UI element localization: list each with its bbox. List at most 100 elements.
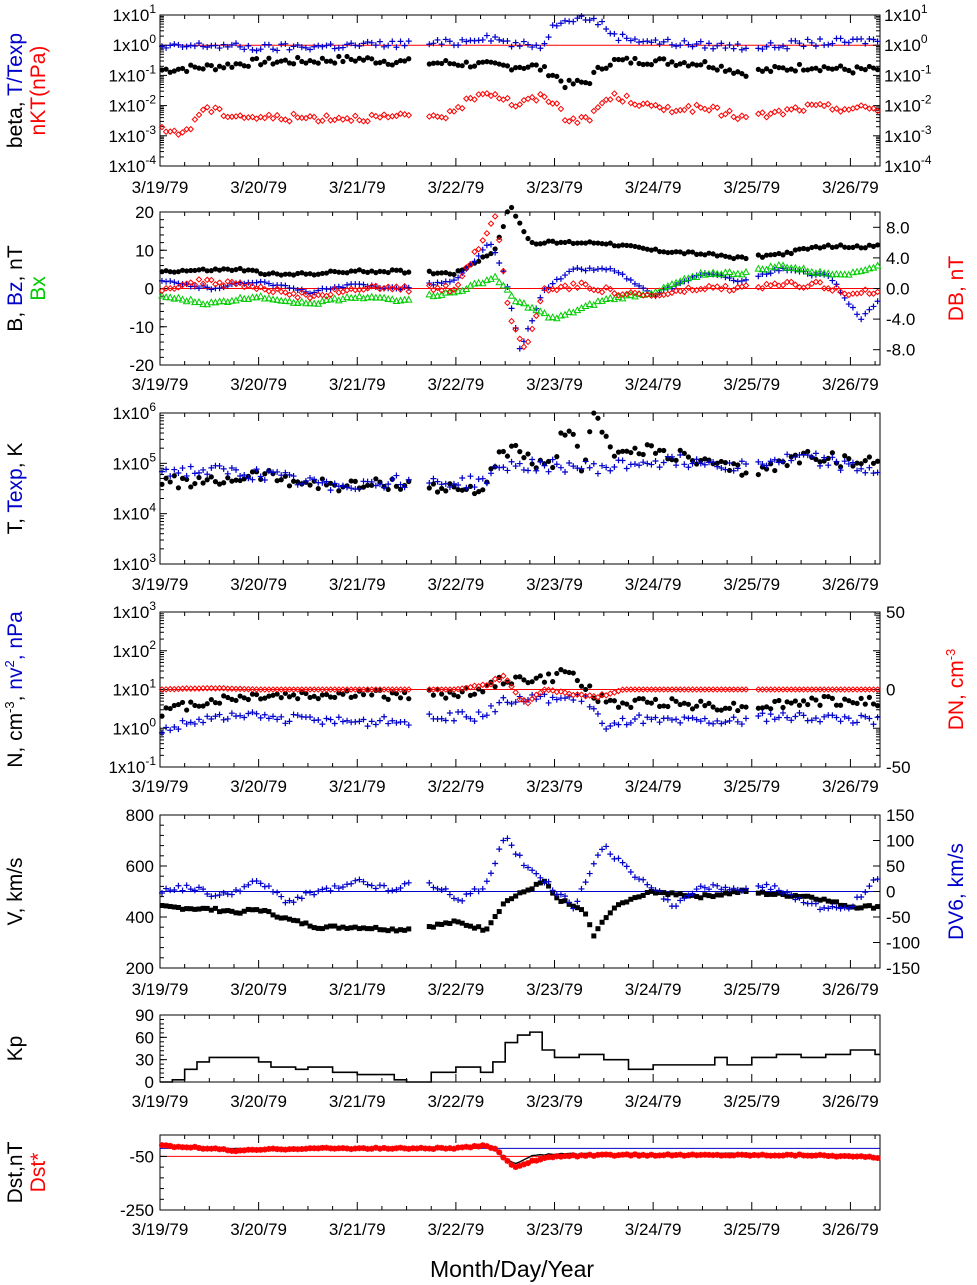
data-point <box>875 904 881 910</box>
data-point <box>471 484 478 491</box>
data-point <box>203 276 211 284</box>
data-point <box>491 272 499 280</box>
y2-tick-label: 1x10-3 <box>884 123 932 146</box>
data-point <box>270 61 276 67</box>
data-point <box>866 63 872 70</box>
data-point <box>299 921 305 927</box>
data-point <box>339 482 346 489</box>
data-point <box>701 461 708 468</box>
data-point <box>278 477 284 483</box>
data-point <box>537 689 544 697</box>
data-point <box>433 291 442 299</box>
data-point <box>434 1144 441 1151</box>
data-point <box>199 106 207 114</box>
data-point <box>179 475 186 481</box>
data-point <box>495 236 503 244</box>
data-point <box>796 702 803 708</box>
data-point <box>200 43 207 50</box>
y2-tick-label: -50 <box>886 908 911 927</box>
panel-kp: 3/19/79 3/20/79 3/21/79 3/22/79 3/23/79 3/24/… <box>4 1006 881 1111</box>
data-point <box>677 1151 684 1158</box>
data-point <box>368 478 375 485</box>
data-point <box>512 326 519 333</box>
data-point <box>611 1152 618 1159</box>
data-point <box>492 463 499 470</box>
data-point <box>747 1152 754 1159</box>
data-point <box>816 267 824 275</box>
data-point <box>714 882 721 889</box>
data-point <box>307 889 314 896</box>
data-point <box>273 295 281 303</box>
data-point <box>743 276 750 283</box>
data-point <box>491 675 499 683</box>
data-point <box>184 68 190 75</box>
data-point <box>311 476 318 483</box>
data-point <box>459 36 466 43</box>
data-point <box>220 282 227 289</box>
data-point <box>397 695 404 701</box>
data-point <box>261 114 269 122</box>
data-point <box>450 480 457 487</box>
data-point <box>274 1146 281 1153</box>
data-point <box>574 77 580 83</box>
data-point <box>476 924 482 930</box>
data-point <box>360 268 367 275</box>
data-point <box>739 703 745 710</box>
data-point <box>586 703 593 710</box>
data-point <box>808 280 816 288</box>
data-point <box>681 895 688 902</box>
data-point <box>866 454 872 460</box>
data-point <box>787 263 796 271</box>
data-point <box>492 60 498 66</box>
data-point <box>668 289 676 297</box>
data-point <box>455 274 462 281</box>
data-point <box>413 1145 420 1152</box>
data-point <box>587 239 593 245</box>
data-point <box>220 889 227 896</box>
data-point <box>651 287 660 295</box>
data-point <box>183 882 190 889</box>
data-point <box>233 477 239 483</box>
data-point <box>788 717 795 724</box>
data-point <box>837 702 844 708</box>
data-point <box>623 721 630 728</box>
panel-beta: 3/19/79 3/20/79 3/21/79 3/22/79 3/23/79 3/24/… <box>4 2 932 197</box>
data-point <box>405 288 413 295</box>
data-point <box>545 671 552 677</box>
data-point <box>759 889 765 895</box>
data-point <box>163 885 170 892</box>
data-point <box>438 886 445 893</box>
data-point <box>533 881 539 887</box>
data-point <box>829 1152 836 1159</box>
data-point <box>196 267 202 273</box>
data-point <box>681 1152 688 1159</box>
data-point <box>360 40 367 47</box>
data-point <box>611 56 617 63</box>
data-point <box>525 1160 532 1167</box>
data-point <box>221 693 227 699</box>
data-point <box>697 38 704 45</box>
data-point <box>286 916 292 922</box>
data-point <box>274 47 281 54</box>
data-point <box>200 480 206 486</box>
data-point <box>574 898 581 905</box>
data-point <box>606 293 615 302</box>
data-point <box>870 701 877 707</box>
data-point <box>804 1152 811 1159</box>
data-point <box>356 926 362 932</box>
data-point <box>537 90 544 98</box>
data-point <box>696 268 705 276</box>
data-point <box>340 269 346 276</box>
data-point <box>812 1152 819 1159</box>
data-point <box>541 285 548 292</box>
data-point <box>767 282 774 289</box>
data-point <box>661 890 667 896</box>
data-point <box>788 700 794 706</box>
data-point <box>487 220 495 227</box>
data-point <box>726 41 733 48</box>
data-point <box>216 892 223 899</box>
data-point <box>644 889 650 895</box>
data-point <box>479 36 486 43</box>
data-point <box>742 282 750 289</box>
data-point <box>471 490 478 497</box>
